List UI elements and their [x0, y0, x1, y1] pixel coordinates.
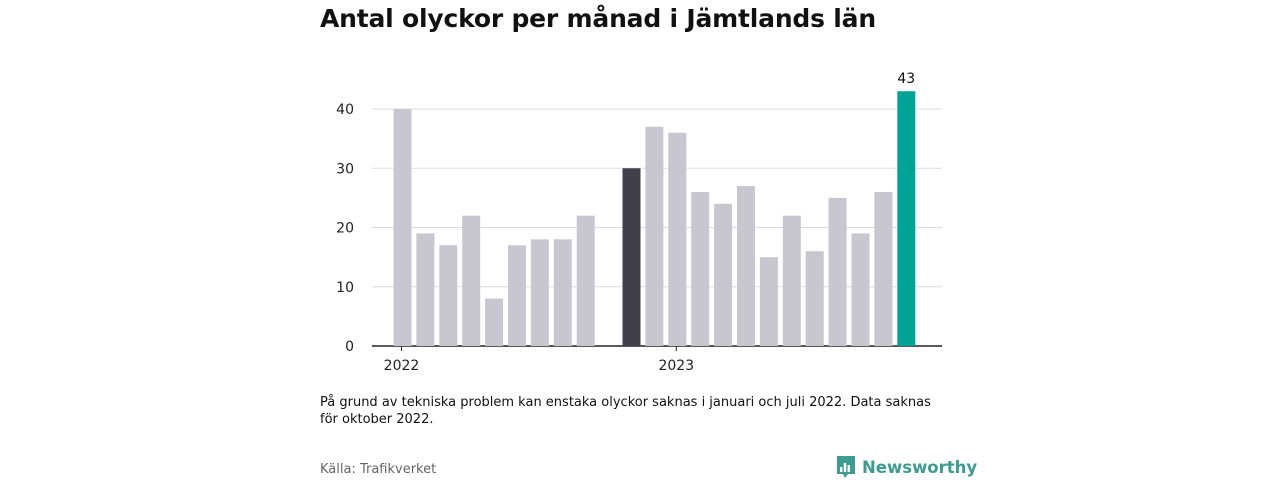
x-tick-label: 2023 [658, 358, 694, 374]
bar-chart: 0 10 20 30 40 2022 2023 43 [336, 71, 942, 374]
bar [439, 245, 458, 346]
x-tick-label: 2022 [384, 358, 420, 374]
bar [645, 126, 664, 346]
y-tick-label: 30 [336, 161, 354, 177]
bar [828, 197, 847, 347]
bar [485, 298, 504, 346]
bar [714, 203, 733, 346]
brand-name: Newsworthy [862, 457, 978, 477]
bar [737, 186, 755, 346]
bar [668, 132, 687, 346]
labels: 0 10 20 30 40 2022 2023 43 [336, 71, 915, 374]
bar [576, 215, 595, 346]
bar [805, 251, 824, 346]
bar [851, 233, 870, 346]
y-tick-label: 10 [336, 280, 354, 296]
bar [691, 191, 710, 346]
bar [508, 245, 526, 346]
y-tick-label: 0 [345, 339, 354, 355]
bars [393, 91, 916, 347]
source-text: Källa: Trafikverket [320, 462, 437, 477]
bar [874, 191, 893, 346]
bar [553, 239, 572, 346]
bar-comparison [622, 168, 641, 346]
footnote: På grund av tekniska problem kan enstaka… [320, 395, 931, 427]
bar-latest [897, 91, 916, 346]
brand-logo[interactable]: Newsworthy [835, 455, 977, 479]
bar [530, 239, 549, 346]
bar [393, 109, 412, 346]
y-tick-label: 20 [336, 221, 354, 237]
bar [759, 257, 778, 347]
data-label-latest: 43 [897, 71, 915, 87]
bar [416, 233, 435, 346]
bar [782, 215, 801, 346]
chart-card: 0 10 20 30 40 2022 2023 43 Antal olyckor per må… [320, 0, 977, 480]
bar [462, 215, 481, 346]
bar-chart-icon [837, 456, 855, 478]
y-tick-label: 40 [336, 102, 354, 118]
chart-title: Antal olyckor per månad i Jämtlands län [320, 4, 876, 33]
